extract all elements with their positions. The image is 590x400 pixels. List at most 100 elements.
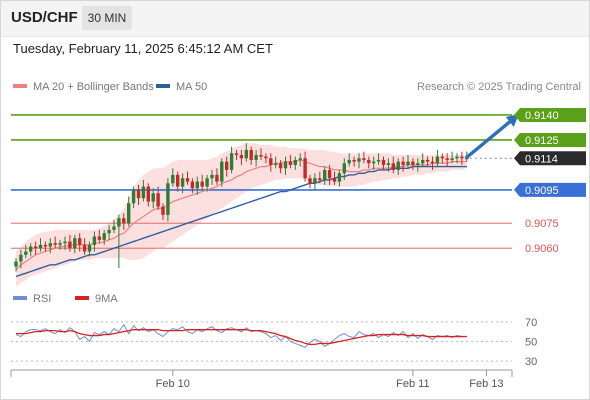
candle-body [445,158,449,160]
legend-label-ma20: MA 20 + Bollinger Bands [33,81,154,93]
candle-body [146,186,150,202]
symbol-label: USD/CHF [11,9,78,26]
candle-body [107,229,111,234]
candle-body [225,161,229,170]
candle-body [151,193,155,202]
candle-body [87,244,92,252]
candle-body [406,161,410,165]
candle-body [327,169,332,179]
candle-body [122,218,126,224]
candle-body [421,159,425,164]
candle-body [244,149,248,159]
candle-body [283,161,288,169]
candle-body [234,153,239,155]
candle-body [176,174,180,187]
candle-body [166,183,170,215]
candle-body [205,178,209,187]
candle-body [112,226,116,230]
bollinger-band-area [16,143,467,287]
candle-body [63,241,67,244]
candle-body [381,159,386,165]
candle-body [249,149,253,160]
forecast-arrow-shaft [465,119,513,159]
candle-body [411,161,415,165]
candle-body [156,193,160,207]
candle-body [376,159,381,162]
header-bar: USD/CHF 30 MIN [0,0,590,37]
rsi-tick-30: 30 [525,356,537,368]
rsi-tick-50: 50 [525,336,537,348]
candle-body [254,154,258,160]
candle-body [352,159,356,162]
forecast-arrow-head [505,113,519,127]
candle-body [200,181,204,187]
level-label-0.9075: 0.9075 [525,218,559,230]
candle-body [33,246,38,249]
candle-body [416,163,420,165]
timeframe-badge[interactable]: 30 MIN [82,6,132,30]
candle-body [367,159,371,164]
candle-body [274,163,278,165]
candle-body [308,178,312,184]
candle-body [92,236,97,245]
level-label-0.9125: 0.9125 [525,135,559,147]
candle-body [362,158,366,160]
level-badge-0.9140 [514,107,586,122]
candle-body [24,251,28,255]
candle-body [372,161,376,164]
candle-body [48,243,52,247]
candle-body [303,158,307,179]
candle-body [53,243,57,245]
level-label-0.9140: 0.9140 [525,110,559,122]
rsi-tick-70: 70 [525,317,537,329]
level-badge-0.9114 [514,151,586,166]
candle-body [298,158,302,160]
candle-body [269,158,273,165]
candle-body [190,181,195,189]
candle-body [332,178,337,182]
x-tick-label: Feb 10 [156,378,190,390]
rsi-ma-line [16,329,467,346]
legend-swatch-rsi [13,296,27,300]
candle-body [342,163,346,174]
candle-body [68,241,72,249]
candle-body [180,178,185,187]
copyright-text: Research © 2025 Trading Central [417,81,581,93]
level-label-0.9114: 0.9114 [525,153,558,165]
candle-body [401,161,405,165]
level-label-0.9095: 0.9095 [525,185,559,197]
rsi-line [15,323,467,348]
candle-body [460,156,464,159]
candle-body [391,163,395,170]
candle-body [313,178,317,184]
candle-body [455,156,459,159]
candle-body [425,159,430,162]
candle-body [19,254,23,262]
candle-body [347,159,351,164]
candle-body [293,159,297,165]
candle-body [396,161,400,170]
legend-swatch-ma50 [156,84,170,88]
candle-body [38,244,43,249]
candle-body [127,203,131,224]
candle-body [435,156,440,164]
candle-body [141,186,146,199]
report-datetime: Tuesday, February 11, 2025 6:45:12 AM CE… [13,41,273,56]
candle-body [195,181,199,189]
candle-body [220,161,224,182]
candle-body [29,246,33,252]
legend-label-rsi-ma: 9MA [95,293,118,305]
candle-body [161,206,165,215]
candle-body [239,154,244,159]
candle-body [323,169,327,180]
candle-body [337,173,342,182]
candle-body [210,174,214,179]
candle-body [185,178,190,182]
candle-body [97,236,101,240]
candle-body [14,261,18,267]
candle-body [259,154,263,157]
candle-body [117,218,121,227]
legend-label-rsi: RSI [33,293,51,305]
level-label-0.9060: 0.9060 [525,243,559,255]
candle-body [73,238,77,249]
